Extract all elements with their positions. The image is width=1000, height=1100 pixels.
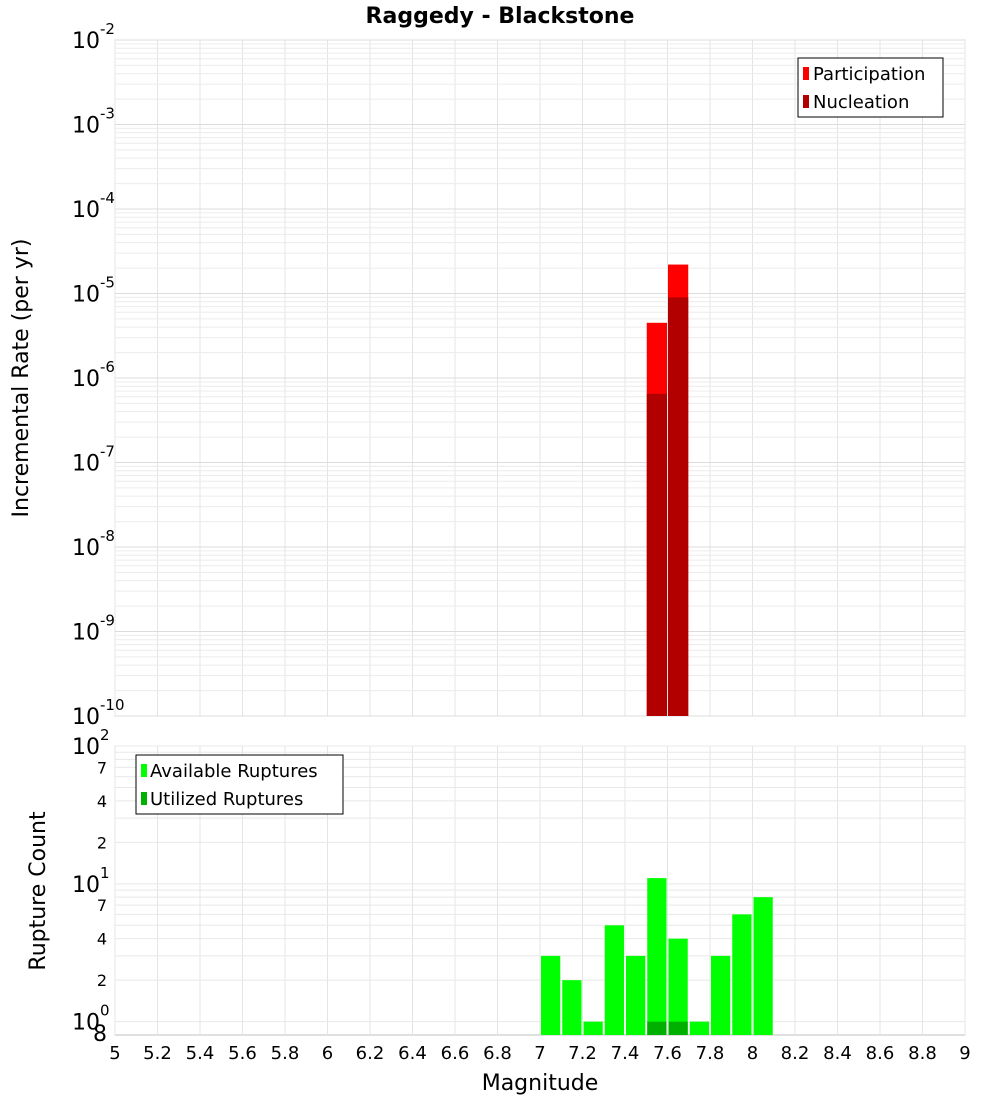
bottom-legend-box [135,754,344,815]
bottom-y-tick-label: 102 [72,726,110,760]
available-ruptures-bar [562,980,582,1035]
x-tick-label: 6.8 [483,1043,512,1064]
bottom-y-minor-tick-label: 2 [97,971,107,990]
x-tick-label: 8.4 [823,1043,852,1064]
top-y-tick-label: 10-5 [72,274,115,308]
bottom-y-tick-label: 101 [72,864,110,898]
legend-participation-swatch [803,67,809,80]
x-tick-label: 8.2 [781,1043,810,1064]
x-tick-label: 7 [534,1043,545,1064]
x-tick-label: 9 [959,1043,970,1064]
available-ruptures-bar [583,1021,603,1035]
bottom-y-minor-tick-label: 7 [97,896,107,915]
top-y-axis-label: Incremental Rate (per yr) [9,239,34,518]
legend-nucleation-swatch [803,95,809,108]
legend-utilized-label: Utilized Ruptures [150,789,303,810]
x-tick-label: 6 [322,1043,333,1064]
x-tick-label: 7.6 [653,1043,682,1064]
available-ruptures-bar [541,955,561,1035]
available-ruptures-bar [668,938,688,1035]
bottom-y-minor-tick-label: 2 [97,833,107,852]
top-panel: 10-2 10-3 10-4 10-5 10-6 10-7 10-8 10-9 10-10 In… [9,20,966,730]
available-ruptures-bar [689,1021,709,1035]
top-y-tick-label: 10-6 [72,358,115,392]
x-tick-label: 6.4 [398,1043,427,1064]
top-y-tick-label: 10-4 [72,189,115,223]
bottom-y-minor-tick-label: 4 [97,930,107,949]
bottom-legend: Available Ruptures Utilized Ruptures [135,754,344,815]
available-ruptures-bar [711,955,731,1035]
top-legend: Participation Nucleation [797,57,944,118]
bottom-y-minor-tick-label: 8 [93,1022,107,1047]
chart-title: Raggedy - Blackstone [366,4,635,29]
x-tick-label: 8 [747,1043,758,1064]
x-tick-label: 7.4 [611,1043,640,1064]
available-ruptures-bar [732,914,752,1035]
x-axis-label: Magnitude [482,1071,599,1096]
x-tick-label: 5 [109,1043,120,1064]
top-bars [646,264,689,716]
nucleation-bar [668,297,689,716]
x-tick-label: 5.8 [271,1043,300,1064]
available-ruptures-bar [647,878,667,1035]
bottom-y-axis-label: Rupture Count [26,811,51,971]
x-tick-label: 6.6 [441,1043,470,1064]
utilized-ruptures-bar [647,1021,667,1035]
x-tick-label: 7.2 [568,1043,597,1064]
available-ruptures-bar [753,897,773,1035]
x-tick-label: 5.6 [228,1043,257,1064]
top-y-tick-label: 10-8 [72,527,115,561]
available-ruptures-bar [604,925,624,1035]
bottom-y-minor-tick-label: 7 [97,758,107,777]
bottom-y-minor-tick-label: 4 [97,792,107,811]
x-tick-label: 5.2 [143,1043,172,1064]
top-y-tick-label: 10-3 [72,105,115,139]
utilized-ruptures-bar [668,1021,688,1035]
legend-participation-label: Participation [813,64,925,85]
available-ruptures-bar [626,955,646,1035]
x-tick-label: 6.2 [356,1043,385,1064]
top-y-tick-label: 10-10 [72,696,125,730]
top-y-tick-label: 10-7 [72,443,115,477]
x-tick-label: 5.4 [186,1043,215,1064]
top-legend-box [797,57,944,118]
nucleation-bar [646,393,667,716]
x-tick-label: 7.8 [696,1043,725,1064]
legend-nucleation-label: Nucleation [813,92,909,113]
bottom-bars [541,878,773,1035]
x-tick-label: 8.8 [908,1043,937,1064]
top-y-tick-label: 10-9 [72,612,115,646]
legend-available-label: Available Ruptures [150,761,318,782]
x-ticks: 5 5.2 5.4 5.6 5.8 6 6.2 6.4 6.6 6.8 7 7.2 7.4 7.6 7.8 8… [109,1043,970,1064]
legend-utilized-swatch [141,792,147,805]
top-grid [114,39,966,717]
x-tick-label: 8.6 [866,1043,895,1064]
top-y-tick-label: 10-2 [72,20,115,54]
legend-available-swatch [141,764,147,777]
